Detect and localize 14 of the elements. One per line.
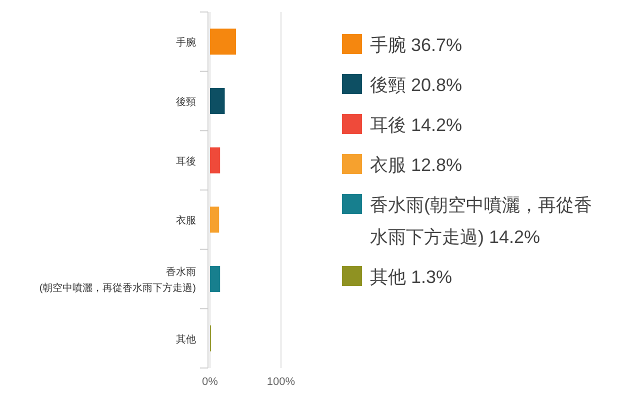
legend-label: 衣服 12.8% [370, 155, 462, 175]
legend-label: 香水雨(朝空中噴灑，再從香水雨下方走過) 14.2% [370, 195, 592, 247]
legend-label: 後頸 20.8% [370, 75, 462, 95]
legend-label: 手腕 36.7% [370, 35, 462, 55]
y-tick-label: 手腕 [176, 36, 196, 49]
y-tick-label: 香水雨(朝空中噴灑，再從香水雨下方走過) [39, 266, 196, 294]
legend-label: 耳後 14.2% [370, 115, 462, 135]
y-tick-label: 其他 [176, 333, 196, 346]
y-tick-label: 耳後 [176, 155, 196, 168]
x-tick-label: 0% [202, 376, 218, 388]
legend-label: 其他 1.3% [370, 267, 452, 287]
y-tick-label: 後頸 [176, 96, 196, 108]
x-tick-label: 100% [266, 376, 296, 388]
y-tick-label: 衣服 [176, 214, 196, 227]
